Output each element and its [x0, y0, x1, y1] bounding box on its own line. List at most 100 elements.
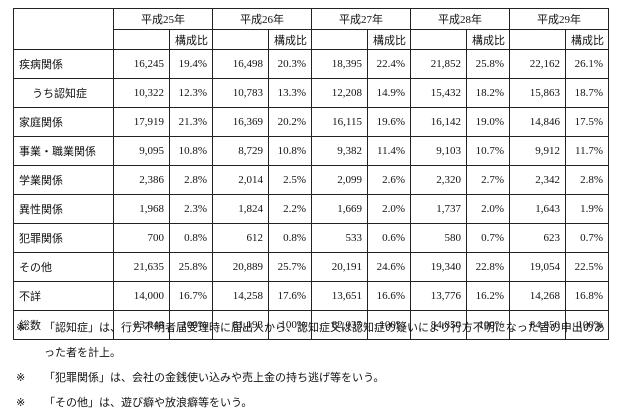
- cell: 100%: [367, 310, 411, 340]
- cell: 1,968: [113, 194, 170, 224]
- cell: 2.7%: [466, 165, 510, 195]
- blank-cell: [509, 29, 566, 50]
- cell: 10,783: [212, 78, 269, 108]
- row-label: その他: [13, 252, 114, 282]
- cell: 16,369: [212, 107, 269, 137]
- cell: 2.2%: [268, 194, 312, 224]
- cell: 623: [509, 223, 566, 253]
- cell: 0.6%: [367, 223, 411, 253]
- blank-cell: [113, 29, 170, 50]
- cell: 14.9%: [367, 78, 411, 108]
- cell: 1,824: [212, 194, 269, 224]
- year-header: 平成25年: [113, 8, 213, 30]
- cell: 21.3%: [169, 107, 213, 137]
- cell: 17,919: [113, 107, 170, 137]
- cell: 12.3%: [169, 78, 213, 108]
- cell: 0.8%: [268, 223, 312, 253]
- cell: 100%: [169, 310, 213, 340]
- cell: 25.7%: [268, 252, 312, 282]
- cell: 19,054: [509, 252, 566, 282]
- note-text: 「犯罪関係」は、会社の金銭使い込みや売上金の持ち逃げ等をいう。: [44, 372, 385, 384]
- ratio-header: 構成比: [565, 29, 609, 50]
- corner-cell: [13, 8, 114, 50]
- year-header: 平成29年: [509, 8, 609, 30]
- row-label: 学業関係: [13, 165, 114, 195]
- note-text: 「その他」は、遊び癖や放浪癖等をいう。: [44, 397, 253, 409]
- row-label: うち認知症: [13, 78, 114, 108]
- data-row: 不詳 14,000 16.7% 14,258 17.6% 13,651 16.6% 13,77…: [13, 281, 609, 311]
- cell: 2,014: [212, 165, 269, 195]
- cell: 18.2%: [466, 78, 510, 108]
- cell: 1,643: [509, 194, 566, 224]
- cell: 612: [212, 223, 269, 253]
- cell: 2,320: [410, 165, 467, 195]
- cell: 19,340: [410, 252, 467, 282]
- cell: 13,776: [410, 281, 467, 311]
- cell: 8,729: [212, 136, 269, 166]
- cell: 13.3%: [268, 78, 312, 108]
- cell: 2.0%: [367, 194, 411, 224]
- cell: 2,342: [509, 165, 566, 195]
- cell: 2.0%: [466, 194, 510, 224]
- cell: 9,103: [410, 136, 467, 166]
- cell: 16.2%: [466, 281, 510, 311]
- cell: 81,193: [212, 310, 269, 340]
- note: ※ 「その他」は、遊び癖や放浪癖等をいう。: [16, 391, 612, 416]
- note: ※ 「認知症」は、行方不明者届受理時に届出人から、認知症又は認知症の疑いにより行方…: [16, 316, 612, 366]
- note-mark: ※: [16, 322, 26, 334]
- cell: 16,498: [212, 49, 269, 79]
- data-row: 犯罪関係 700 0.8% 612 0.8% 533 0.6% 580 0.7% 623 0.7%: [13, 223, 609, 253]
- data-table: 平成25年 平成26年 平成27年 平成28年 平成29年 構成比 構成比 構成比 構成比 構成比…: [13, 8, 609, 340]
- cell: 10.8%: [169, 136, 213, 166]
- cell: 1.9%: [565, 194, 609, 224]
- cell: 533: [311, 223, 368, 253]
- year-header: 平成27年: [311, 8, 411, 30]
- cell: 20,889: [212, 252, 269, 282]
- data-row: 総数 83,948 100% 81,193 100% 82,035 100% 84,850 10…: [13, 310, 609, 340]
- cell: 10,322: [113, 78, 170, 108]
- cell: 18,395: [311, 49, 368, 79]
- cell: 22.5%: [565, 252, 609, 282]
- cell: 9,382: [311, 136, 368, 166]
- cell: 20.3%: [268, 49, 312, 79]
- cell: 19.4%: [169, 49, 213, 79]
- data-row: 疾病関係 16,245 19.4% 16,498 20.3% 18,395 22.4% 21,…: [13, 49, 609, 79]
- cell: 17.6%: [268, 281, 312, 311]
- cell: 25.8%: [169, 252, 213, 282]
- cell: 22,162: [509, 49, 566, 79]
- header-row: 構成比 構成比 構成比 構成比 構成比: [14, 29, 609, 50]
- cell: 16.7%: [169, 281, 213, 311]
- row-label: 事業・職業関係: [13, 136, 114, 166]
- note: ※ 「犯罪関係」は、会社の金銭使い込みや売上金の持ち逃げ等をいう。: [16, 366, 612, 391]
- cell: 14,000: [113, 281, 170, 311]
- cell: 26.1%: [565, 49, 609, 79]
- cell: 2.3%: [169, 194, 213, 224]
- cell: 0.7%: [466, 223, 510, 253]
- cell: 16,142: [410, 107, 467, 137]
- cell: 100%: [565, 310, 609, 340]
- cell: 22.8%: [466, 252, 510, 282]
- note-text: 「認知症」は、行方不明者届受理時に届出人から、認知症又は認知症の疑いにより行方不…: [44, 322, 605, 359]
- cell: 16.8%: [565, 281, 609, 311]
- cell: 24.6%: [367, 252, 411, 282]
- cell: 84,850: [509, 310, 566, 340]
- blank-cell: [212, 29, 269, 50]
- cell: 100%: [268, 310, 312, 340]
- row-label: 家庭関係: [13, 107, 114, 137]
- data-row: うち認知症 10,322 12.3% 10,783 13.3% 12,208 14.9% 15…: [13, 78, 609, 108]
- ratio-header: 構成比: [268, 29, 312, 50]
- data-row: 学業関係 2,386 2.8% 2,014 2.5% 2,099 2.6% 2,320 2.7%…: [13, 165, 609, 195]
- row-label: 疾病関係: [13, 49, 114, 79]
- row-label: 犯罪関係: [13, 223, 114, 253]
- cell: 2.8%: [169, 165, 213, 195]
- cell: 17.5%: [565, 107, 609, 137]
- cell: 12,208: [311, 78, 368, 108]
- header-row: 平成25年 平成26年 平成27年 平成28年 平成29年: [13, 8, 609, 50]
- data-row: 異性関係 1,968 2.3% 1,824 2.2% 1,669 2.0% 1,737 2.0%…: [13, 194, 609, 224]
- ratio-header: 構成比: [367, 29, 411, 50]
- cell: 21,635: [113, 252, 170, 282]
- cell: 10.7%: [466, 136, 510, 166]
- cell: 22.4%: [367, 49, 411, 79]
- cell: 16.6%: [367, 281, 411, 311]
